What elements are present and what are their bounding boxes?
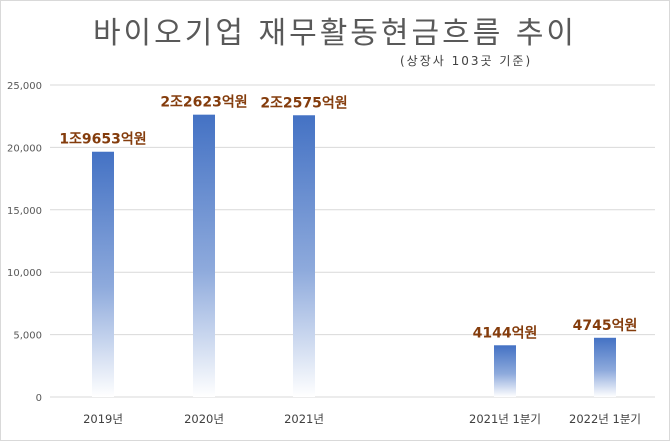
y-tick-label: 20,000 — [7, 143, 42, 154]
x-category-label: 2021년 — [284, 412, 324, 426]
y-tick-label: 15,000 — [7, 206, 42, 217]
data-label: 2조2575억원 — [260, 95, 347, 111]
chart-subtitle: (상장사 103곳 기준) — [400, 54, 533, 68]
x-category-label: 2020년 — [184, 412, 224, 426]
data-label: 1조9653억원 — [59, 132, 146, 148]
y-tick-label: 25,000 — [7, 81, 42, 92]
y-tick-label: 5,000 — [13, 331, 42, 342]
bar — [193, 114, 215, 397]
y-tick-label: 10,000 — [7, 268, 42, 279]
data-label: 2조2623억원 — [160, 95, 247, 111]
bar — [594, 337, 616, 397]
bar — [293, 115, 315, 397]
x-category-label: 2019년 — [83, 412, 123, 426]
bar — [494, 345, 516, 397]
chart-title: 바이오기업 재무활동현금흐름 추이 — [92, 16, 578, 51]
data-label: 4745억원 — [573, 318, 638, 334]
x-category-label: 2021년 1분기 — [469, 412, 541, 426]
data-label: 4144억원 — [473, 325, 538, 341]
y-tick-label: 0 — [36, 393, 42, 404]
x-category-label: 2022년 1분기 — [569, 412, 641, 426]
bar — [92, 151, 114, 397]
